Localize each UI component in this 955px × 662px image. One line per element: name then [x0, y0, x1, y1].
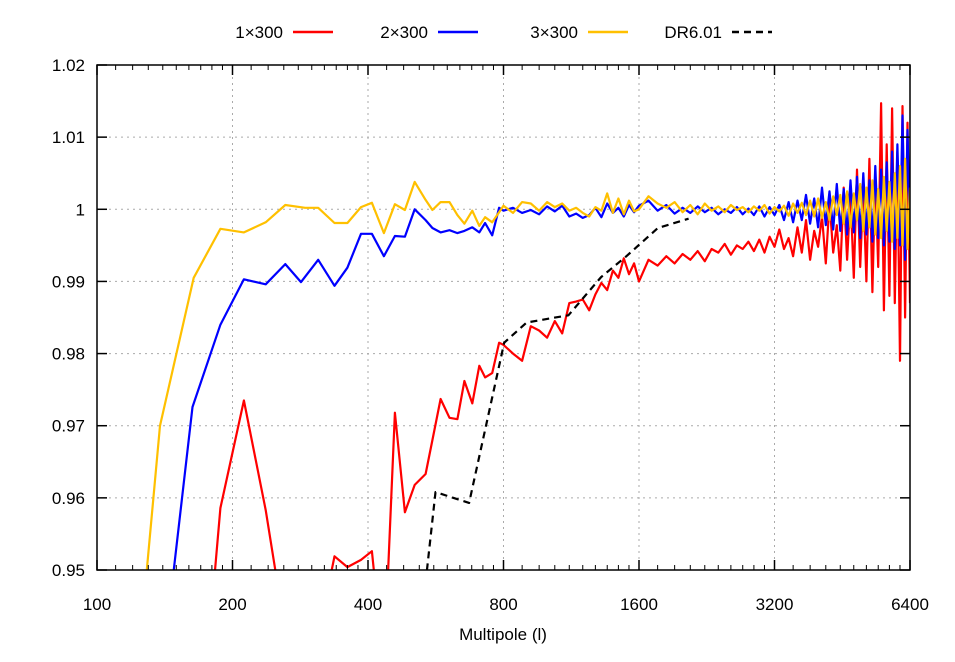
legend-label: 2×300: [380, 23, 428, 42]
x-tick-label: 400: [354, 595, 382, 614]
x-tick-label: 800: [489, 595, 517, 614]
legend-label: 3×300: [530, 23, 578, 42]
legend-label: DR6.01: [664, 23, 722, 42]
legend-label: 1×300: [235, 23, 283, 42]
legend-item-3: 3×300: [530, 23, 628, 42]
x-tick-label: 100: [83, 595, 111, 614]
x-tick-label: 3200: [756, 595, 794, 614]
y-tick-label: 1.01: [52, 128, 85, 147]
x-tick-label: 1600: [620, 595, 658, 614]
grid: [97, 65, 910, 570]
series-line-2: [172, 114, 910, 570]
x-axis-label: Multipole (l): [459, 625, 547, 644]
legend-item-4: DR6.01: [664, 23, 772, 42]
y-tick-label: 0.99: [52, 272, 85, 291]
series-group: [145, 102, 910, 570]
ticks: 0.95 0.96 0.97 0.98 0.99 1 1.01 1.02 100 200 400 80…: [52, 56, 929, 614]
legend-item-1: 1×300: [235, 23, 333, 42]
y-tick-label: 0.98: [52, 345, 85, 364]
y-tick-label: 1.02: [52, 56, 85, 75]
y-tick-label: 0.97: [52, 417, 85, 436]
x-tick-label: 200: [218, 595, 246, 614]
series-line-3: [145, 157, 910, 570]
y-tick-label: 1: [76, 200, 85, 219]
series-line-1: [213, 102, 910, 570]
legend: 1×300 2×300 3×300 DR6.01: [235, 23, 772, 42]
x-tick-label: 6400: [891, 595, 929, 614]
y-tick-label: 0.96: [52, 489, 85, 508]
y-tick-label: 0.95: [52, 561, 85, 580]
series-line-4: [425, 217, 689, 570]
legend-item-2: 2×300: [380, 23, 478, 42]
